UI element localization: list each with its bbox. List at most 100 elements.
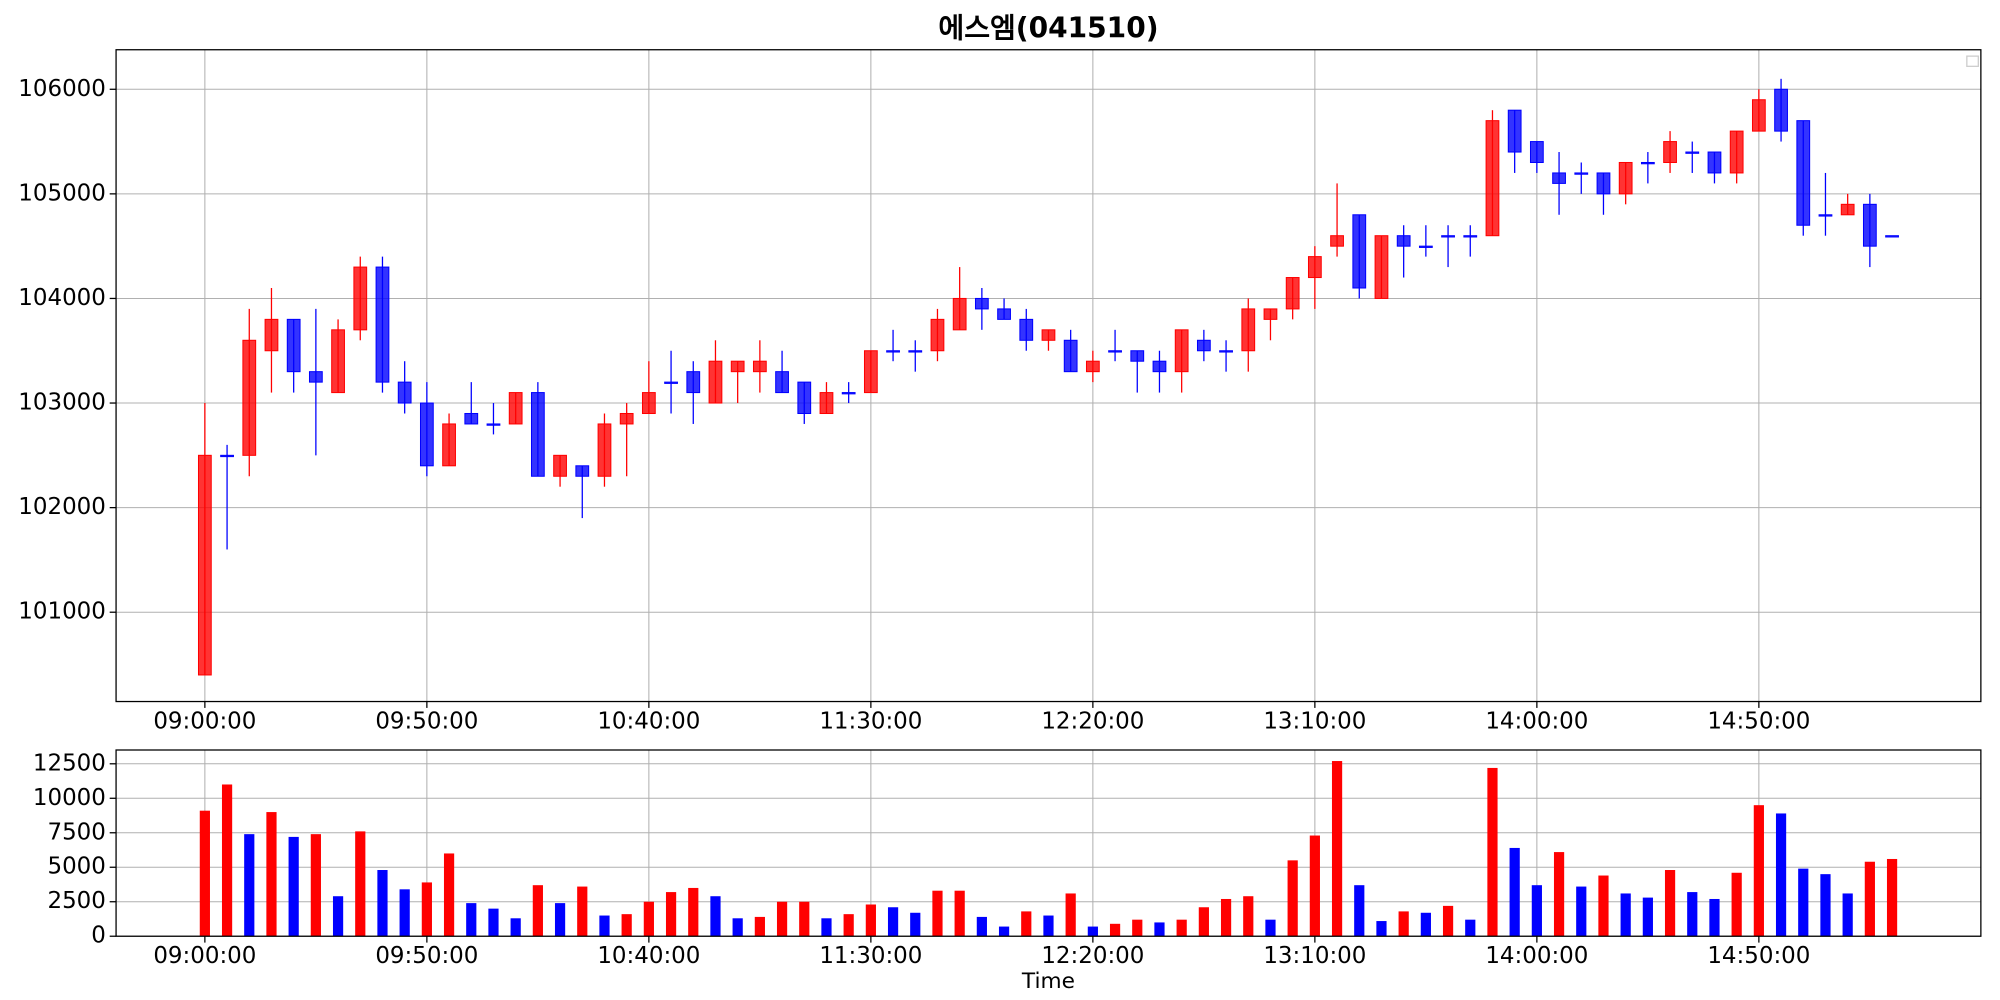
candle-body: [1396, 235, 1411, 247]
candle-body: [1085, 360, 1100, 373]
candle-body: [1285, 277, 1300, 310]
volume-bar: [510, 918, 521, 937]
volume-bar: [976, 916, 987, 937]
volume-bar: [1043, 915, 1054, 937]
volume-bar: [1531, 885, 1542, 937]
volume-bar: [1198, 907, 1209, 937]
y-tick-label: 7500: [47, 819, 105, 845]
x-tick-label: 09:00:00: [153, 708, 256, 734]
chart-title: 에스엠(041510): [938, 11, 1158, 44]
candle-body: [1618, 161, 1633, 195]
y-tick-label: 105000: [18, 180, 106, 206]
x-tick-label: 14:00:00: [1485, 708, 1588, 734]
candle-body: [797, 381, 812, 415]
x-tick-label: 14:00:00: [1485, 943, 1588, 969]
volume-bar: [1664, 870, 1676, 937]
volume-bar: [221, 784, 233, 937]
volume-bar: [1487, 767, 1498, 937]
candle-body: [1485, 120, 1500, 237]
candle-body: [1019, 318, 1034, 341]
candle-body: [730, 360, 745, 373]
volume-bar: [599, 915, 610, 937]
candle-body: [1529, 141, 1544, 163]
volume-bar: [865, 904, 876, 937]
y-tick-label: 0: [91, 923, 106, 949]
candle-body: [1063, 339, 1078, 373]
candle-body: [1552, 172, 1566, 184]
x-tick-label: 11:30:00: [819, 708, 922, 734]
x-tick-label: 13:10:00: [1263, 708, 1366, 734]
volume-bar: [1753, 805, 1764, 937]
candle-body: [708, 360, 723, 404]
x-tick-label: 09:50:00: [375, 943, 478, 969]
volume-bar: [421, 882, 432, 937]
candle-body: [1707, 151, 1722, 174]
volume-bar: [1820, 874, 1831, 937]
candle-body: [1441, 235, 1455, 238]
volume-bar: [1154, 922, 1165, 937]
volume-bar: [1465, 919, 1476, 937]
volume-bar: [554, 903, 566, 937]
volume-bar: [1376, 921, 1387, 937]
candle-body: [775, 371, 789, 394]
volume-bar: [1687, 892, 1698, 937]
candle-body: [375, 266, 390, 383]
candle-body: [1330, 235, 1344, 247]
candle-body: [752, 360, 767, 373]
x-tick-label: 12:20:00: [1041, 943, 1144, 969]
x-tick-label: 10:40:00: [597, 708, 700, 734]
y-tick-label: 101000: [18, 599, 106, 625]
candle-body: [1663, 141, 1677, 163]
candle-body: [641, 392, 656, 415]
candle-body: [1574, 172, 1589, 175]
volume-bar: [488, 908, 499, 937]
volume-bar: [266, 812, 277, 937]
candle-body: [686, 371, 701, 394]
x-tick-label: 11:30:00: [819, 943, 922, 969]
candle-body: [508, 392, 523, 425]
candle-body: [1418, 245, 1433, 248]
volume-bar: [776, 901, 788, 937]
volume-bar: [1420, 912, 1431, 937]
volume-bar: [665, 892, 677, 937]
volume-bar: [1842, 893, 1853, 937]
candle-body: [464, 412, 479, 425]
candle-body: [1463, 235, 1478, 238]
x-tick-label: 09:00:00: [153, 943, 256, 969]
candle-body: [1596, 172, 1611, 195]
volume-bar: [1109, 923, 1121, 937]
candle-body: [264, 318, 279, 352]
y-tick-label: 2500: [47, 888, 105, 914]
candle-body: [1152, 360, 1167, 373]
candle-body: [908, 350, 923, 353]
volume-bar: [954, 890, 965, 937]
volume-bar: [1642, 897, 1653, 937]
volume-bar: [887, 907, 899, 937]
y-tick-label: 106000: [18, 76, 106, 102]
y-tick-label: 102000: [18, 494, 106, 520]
volume-bar: [1553, 852, 1565, 937]
candle-body: [331, 329, 345, 394]
y-tick-label: 103000: [18, 390, 106, 416]
candle-body: [530, 392, 545, 477]
volume-bar: [399, 889, 410, 937]
x-tick-label: 13:10:00: [1263, 943, 1366, 969]
candle-body: [197, 454, 212, 676]
candle-body: [952, 297, 967, 331]
candle-body: [1796, 120, 1811, 226]
volume-bar: [355, 831, 366, 937]
volume-bar: [1798, 868, 1809, 937]
candle-body: [308, 371, 323, 383]
candle-body: [930, 318, 945, 352]
volume-bar: [443, 853, 455, 937]
volume-bar: [1598, 875, 1609, 937]
volume-bar: [1731, 872, 1742, 937]
volume-bar: [1265, 919, 1276, 937]
volume-bar: [1509, 847, 1520, 937]
candle-body: [242, 339, 257, 456]
plot-frame: [115, 49, 1982, 703]
volume-bar: [466, 903, 477, 937]
volume-bar: [310, 834, 321, 937]
volume-bar: [843, 914, 854, 937]
